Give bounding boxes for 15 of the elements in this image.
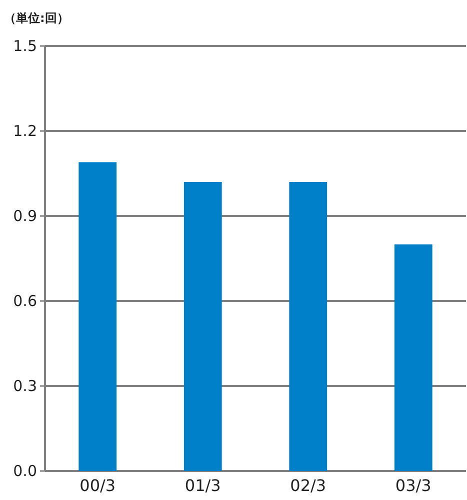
x-tick-label: 03/3: [395, 476, 432, 495]
bar: [289, 182, 328, 471]
x-tick-label: 00/3: [80, 476, 116, 495]
y-tick-label: 0.9: [13, 207, 37, 225]
bar: [394, 244, 432, 471]
bar: [184, 182, 222, 471]
x-tick-label: 01/3: [184, 476, 221, 495]
y-tick-label: 0.3: [13, 377, 37, 395]
y-tick-label: 0.6: [13, 292, 37, 310]
x-tick-label: 02/3: [290, 476, 326, 495]
y-tick-label: 0.0: [13, 462, 37, 480]
y-tick-label: 1.5: [13, 37, 37, 55]
y-axis-title: （単位:回）: [4, 11, 69, 25]
y-tick-label: 1.2: [13, 122, 37, 140]
bar: [78, 162, 117, 471]
